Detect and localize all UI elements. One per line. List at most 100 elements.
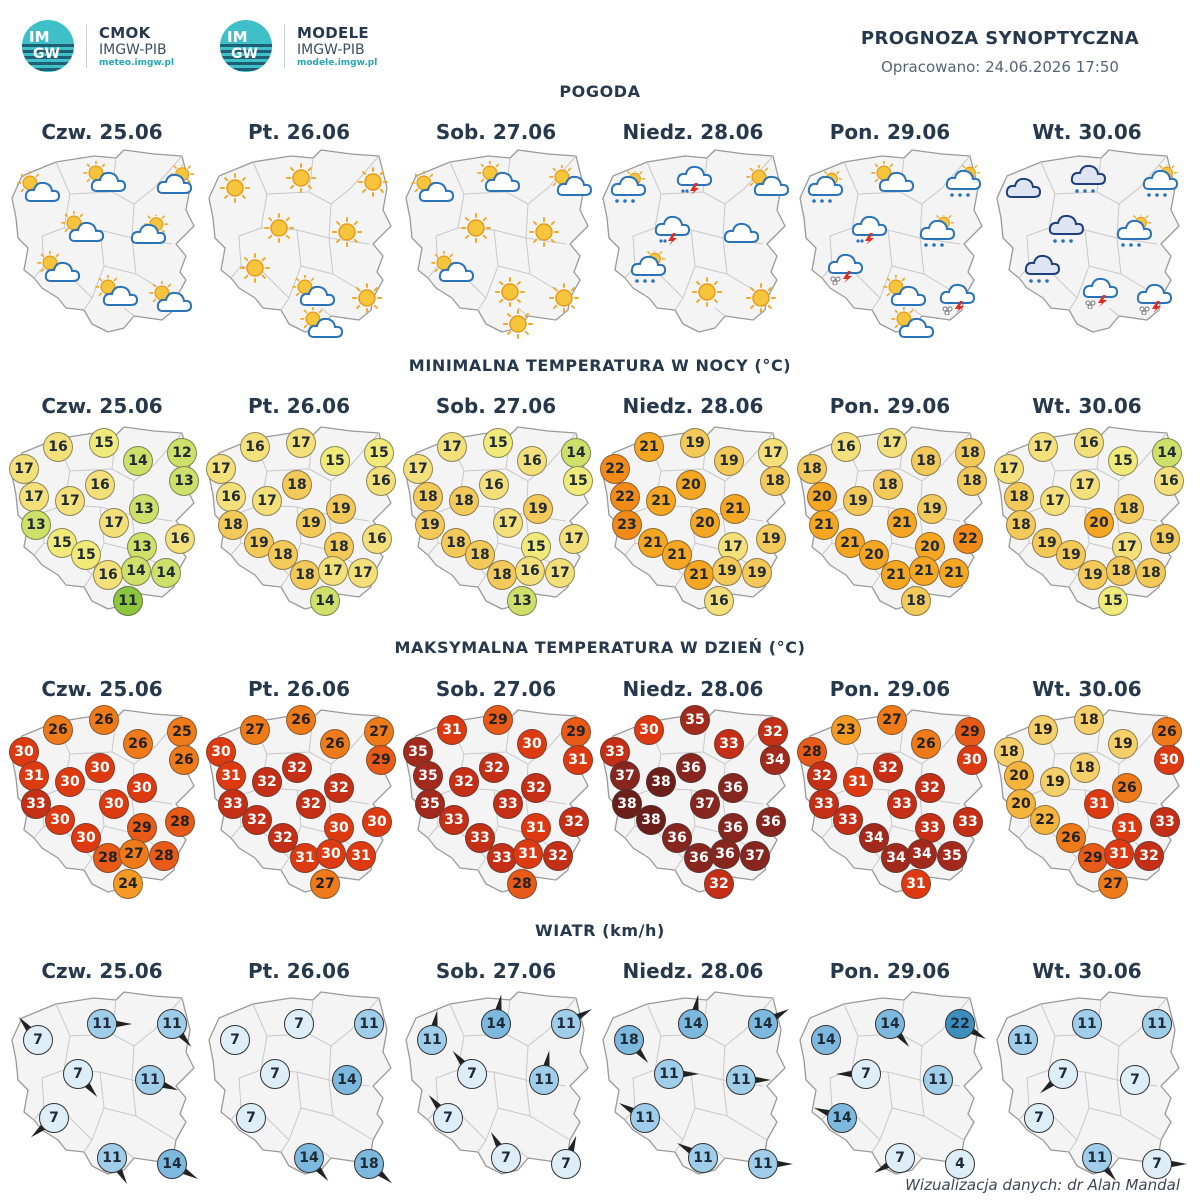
tmin-value-marker: 20 (676, 470, 706, 500)
wind-marker: 14 (294, 1143, 333, 1185)
sun-cloud-icon (299, 307, 343, 341)
tmin-value-marker: 21 (662, 540, 692, 570)
wind-speed-value: 11 (1082, 1143, 1112, 1173)
tmin-value-marker: 16 (165, 524, 195, 554)
rain-cloud-icon (1139, 165, 1183, 199)
tmax-value-marker: 28 (507, 869, 537, 899)
wind-speed-value: 7 (1142, 1149, 1172, 1179)
wind-speed-value: 7 (551, 1149, 581, 1179)
tmax-value-marker: 35 (680, 705, 710, 735)
wind-speed-value: 4 (945, 1149, 975, 1179)
sun-icon (325, 215, 369, 249)
tmax-value-marker: 25 (167, 717, 197, 747)
wind-marker: 11 (529, 1049, 559, 1095)
tmax-value-marker: 30 (634, 715, 664, 745)
day-label-tmin: Sob. 27.06 (435, 394, 557, 418)
tmin-value-marker: 17 (559, 524, 589, 554)
tmin-value-marker: 17 (437, 432, 467, 462)
wind-marker: 7 (284, 1009, 314, 1039)
wind-speed-value: 11 (87, 1009, 117, 1039)
tmax-value-marker: 37 (690, 789, 720, 819)
map-wind-day-2: 7 7 11 7 14 7 14 18 (201, 990, 397, 1190)
dark-rain-cloud-icon (1045, 211, 1089, 245)
tmin-value-marker: 19 (523, 494, 553, 524)
wind-speed-value: 11 (1008, 1025, 1038, 1055)
logo-modele: IM GW MODELE IMGW-PIB modele.imgw.pl (220, 20, 377, 72)
tmax-value-marker: 32 (704, 869, 734, 899)
logo-name: MODELE (297, 24, 369, 42)
tmin-value-marker: 17 (9, 454, 39, 484)
poland-outline-map (208, 149, 392, 333)
tmax-value-marker: 30 (45, 805, 75, 835)
imgw-badge-icon: IM GW (22, 20, 74, 72)
tmin-value-marker: 16 (831, 432, 861, 462)
tmin-value-marker: 19 (843, 486, 873, 516)
tmax-value-marker: 30 (85, 753, 115, 783)
sun-icon (685, 275, 729, 309)
tmin-value-marker: 17 (348, 558, 378, 588)
sun-icon (454, 211, 498, 245)
day-label-tmax: Pon. 29.06 (829, 677, 951, 701)
tmin-value-marker: 13 (507, 586, 537, 616)
tmin-value-marker: 23 (612, 510, 642, 540)
sun-icon (488, 275, 532, 309)
logo-url[interactable]: modele.imgw.pl (297, 58, 378, 68)
wind-marker: 11 (1008, 1025, 1038, 1055)
wind-speed-value: 11 (97, 1143, 127, 1173)
wind-speed-value: 7 (1024, 1103, 1054, 1133)
tmin-value-marker: 17 (286, 428, 316, 458)
map-weather-day-3 (398, 148, 594, 348)
tmax-value-marker: 33 (465, 823, 495, 853)
tmax-value-marker: 28 (149, 841, 179, 871)
tmin-value-marker: 18 (441, 528, 471, 558)
tmin-value-marker: 18 (760, 466, 790, 496)
sun-icon (496, 307, 540, 341)
wind-speed-value: 14 (332, 1065, 362, 1095)
wind-speed-value: 14 (157, 1149, 187, 1179)
sun-icon (213, 171, 257, 205)
sun-cloud-icon (890, 307, 934, 341)
map-wind-day-1: 7 11 11 7 11 7 11 14 (4, 990, 201, 1190)
tmin-value-marker: 18 (1114, 494, 1144, 524)
tmax-value-marker: 32 (479, 753, 509, 783)
wind-speed-value: 14 (811, 1025, 841, 1055)
sun-icon (257, 211, 301, 245)
wind-marker: 22 (945, 1009, 989, 1045)
tmin-value-marker: 19 (756, 524, 786, 554)
tmin-value-marker: 16 (517, 446, 547, 476)
sun-cloud-icon (870, 161, 914, 195)
tmin-value-marker: 22 (610, 482, 640, 512)
tmax-value-marker: 31 (563, 745, 593, 775)
cloud-sun-icon (128, 215, 172, 249)
tmin-value-marker: 17 (877, 428, 907, 458)
tmin-value-marker: 18 (911, 446, 941, 476)
tmax-value-marker: 38 (646, 767, 676, 797)
map-weather-day-1 (4, 148, 200, 348)
tmin-value-marker: 18 (218, 510, 248, 540)
logo-url[interactable]: meteo.imgw.pl (99, 58, 175, 68)
wind-marker: 11 (354, 1009, 384, 1039)
tmax-value-marker: 31 (843, 767, 873, 797)
tmax-value-marker: 26 (89, 705, 119, 735)
map-tmin-day-3: 17 17 15 16 14 15 18 18 16 19 19 17 18 15 17 18 18 16 17 13 (398, 425, 594, 625)
tmin-value-marker: 16 (1154, 466, 1184, 496)
tmin-value-marker: 16 (216, 482, 246, 512)
tmax-value-marker: 26 (911, 729, 941, 759)
wind-marker: 7 (1024, 1103, 1054, 1133)
tmax-value-marker: 36 (676, 753, 706, 783)
sun-icon (739, 281, 783, 315)
tmax-value-marker: 31 (19, 761, 49, 791)
map-weather-day-6 (989, 148, 1185, 348)
wind-marker: 7 (551, 1133, 582, 1179)
day-label-tmax: Pt. 26.06 (247, 677, 351, 701)
tmax-value-marker: 27 (119, 839, 149, 869)
sun-cloud-icon (36, 251, 80, 285)
tmin-value-marker: 18 (487, 560, 517, 590)
tmin-value-marker: 15 (364, 438, 394, 468)
map-tmax-day-3: 35 31 29 30 29 31 35 32 32 35 32 33 33 31 32 33 33 31 32 28 (398, 705, 594, 908)
wind-marker: 7 (836, 1059, 881, 1089)
tmax-value-marker: 33 (1150, 807, 1180, 837)
tmax-value-marker: 29 (561, 717, 591, 747)
wind-speed-value: 7 (284, 1009, 314, 1039)
wind-speed-value: 11 (1142, 1009, 1172, 1039)
